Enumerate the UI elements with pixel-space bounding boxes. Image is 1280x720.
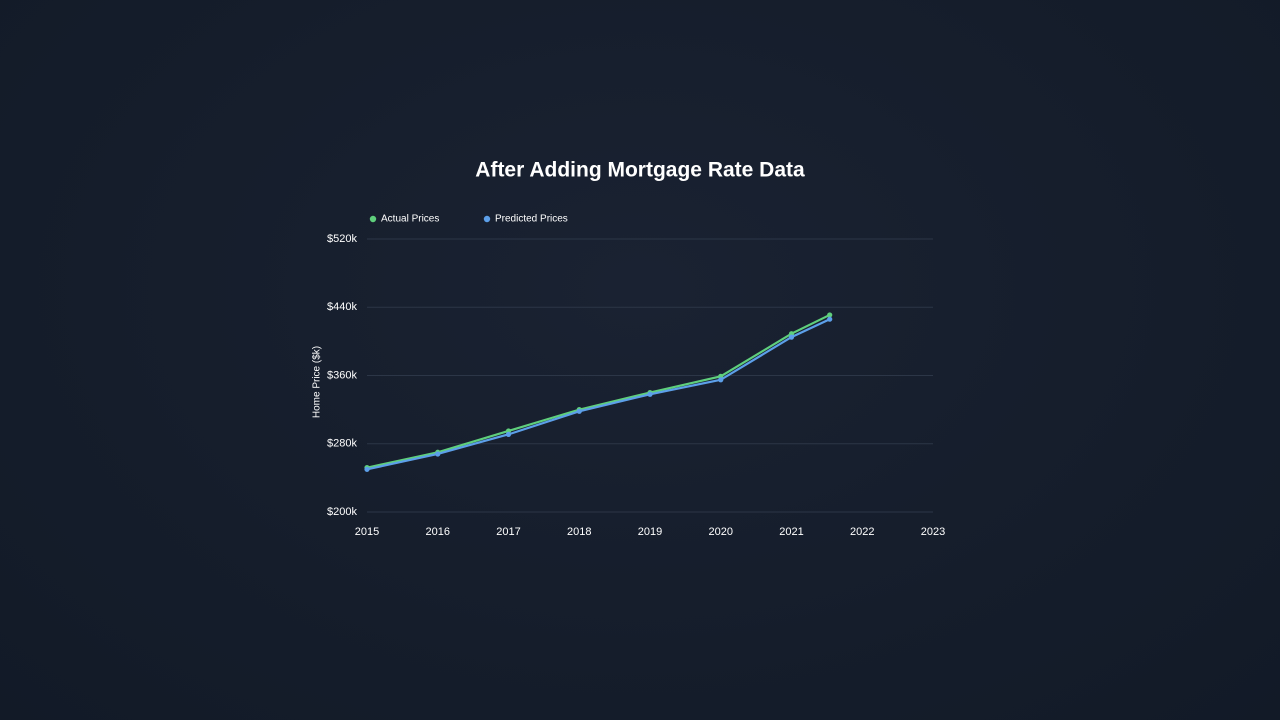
y-tick-label: $520k [327, 233, 357, 245]
series-line [366, 318, 831, 471]
legend-swatch [369, 215, 377, 223]
x-tick-label: 2018 [567, 526, 591, 538]
data-point [718, 377, 724, 383]
x-tick-label: 2023 [921, 526, 945, 538]
x-tick-label: 2022 [850, 526, 874, 538]
y-tick-label: $200k [327, 506, 357, 518]
x-tick-label: 2019 [638, 526, 662, 538]
x-tick-label: 2017 [496, 526, 520, 538]
legend-swatch [483, 215, 491, 223]
legend-label: Actual Prices [381, 214, 439, 225]
data-point [788, 334, 795, 340]
y-tick-label: $280k [327, 438, 357, 450]
data-point [505, 431, 512, 437]
x-tick-label: 2020 [709, 526, 733, 538]
series-line [366, 313, 831, 469]
x-tick-label: 2021 [779, 526, 803, 538]
y-axis-label: Home Price ($k) [312, 346, 323, 418]
chart-title: After Adding Mortgage Rate Data [475, 159, 805, 182]
data-point [576, 408, 582, 414]
data-point [364, 466, 370, 472]
data-point [827, 316, 833, 322]
data-point [435, 451, 441, 457]
x-tick-label: 2015 [355, 526, 379, 538]
legend-label: Predicted Prices [495, 214, 568, 225]
y-tick-label: $440k [327, 301, 357, 313]
x-tick-label: 2016 [426, 526, 450, 538]
y-tick-label: $360k [327, 369, 357, 381]
data-point [827, 312, 833, 318]
data-point [647, 391, 653, 397]
